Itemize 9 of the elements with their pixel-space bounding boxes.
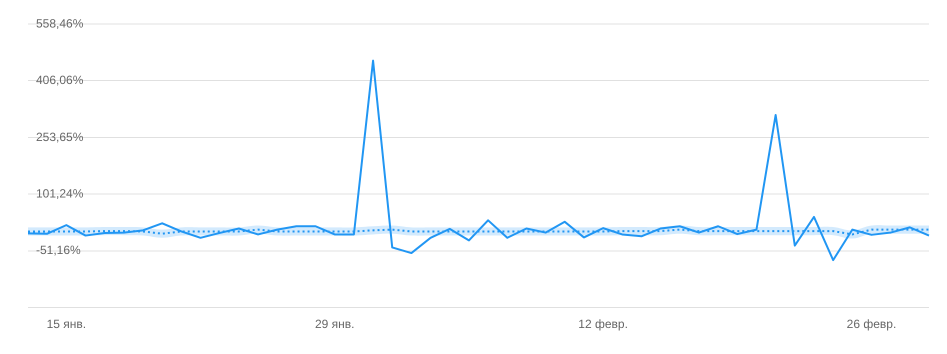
x-tick-label: 26 февр. bbox=[846, 317, 896, 332]
y-tick-label: 101,24% bbox=[36, 186, 84, 200]
y-tick-label: -51,16% bbox=[36, 243, 82, 258]
y-tick-label: 406,06% bbox=[36, 73, 84, 88]
x-tick-label: 15 янв. bbox=[46, 317, 86, 332]
x-tick-label: 12 февр. bbox=[578, 317, 628, 332]
y-tick-label: 558,46% bbox=[36, 16, 84, 30]
y-tick-label: 253,65% bbox=[36, 130, 84, 144]
x-tick-label: 29 янв. bbox=[314, 317, 354, 332]
